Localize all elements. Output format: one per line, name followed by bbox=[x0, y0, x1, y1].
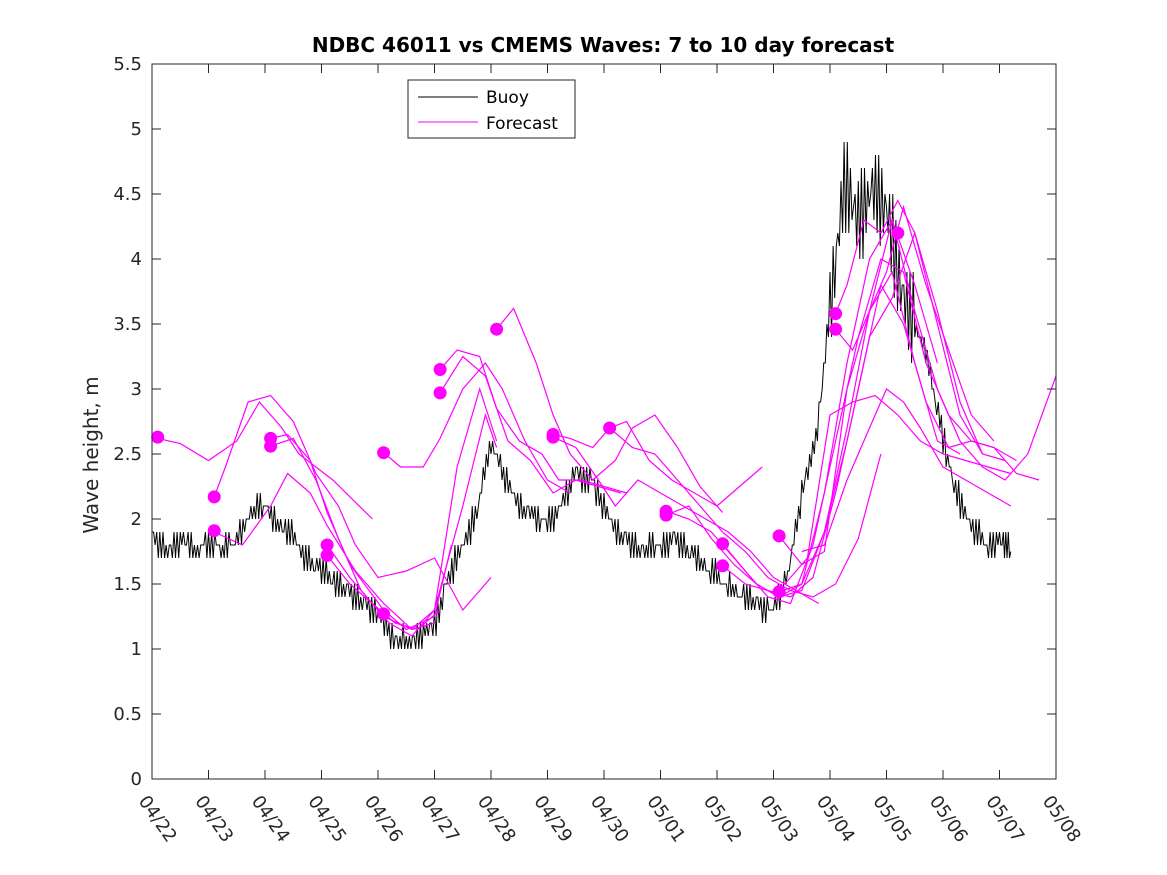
legend: Buoy Forecast bbox=[407, 79, 576, 139]
forecast-start-point bbox=[433, 386, 447, 400]
legend-box bbox=[407, 79, 576, 139]
forecast-run-line-23 bbox=[801, 388, 1012, 553]
forecast-start-point bbox=[891, 226, 905, 240]
forecast-start-point bbox=[829, 307, 843, 321]
forecast-start-point bbox=[320, 538, 334, 552]
y-tick-label: 0.5 bbox=[113, 704, 142, 725]
forecast-run-line-16 bbox=[665, 218, 1057, 598]
y-tick-label: 3 bbox=[131, 379, 142, 400]
forecast-start-point bbox=[716, 537, 730, 551]
forecast-run-line-14 bbox=[609, 427, 882, 598]
forecast-start-point bbox=[433, 363, 447, 376]
forecast-start-point bbox=[377, 446, 391, 460]
y-tick-label: 5 bbox=[131, 119, 142, 140]
forecast-run-line-1 bbox=[157, 400, 373, 520]
forecast-start-point bbox=[603, 421, 617, 435]
chart-title: NDBC 46011 vs CMEMS Waves: 7 to 10 day f… bbox=[312, 33, 895, 57]
forecast-run-line-13 bbox=[552, 436, 819, 605]
forecast-run-line-6 bbox=[326, 386, 498, 637]
forecast-run-line-20 bbox=[778, 231, 984, 593]
forecast-run-line-2 bbox=[213, 394, 492, 612]
forecast-run-line-5 bbox=[270, 437, 435, 631]
forecast-start-point bbox=[207, 490, 221, 504]
forecast-start-point bbox=[151, 430, 165, 444]
forecast-run-line-9 bbox=[439, 349, 627, 494]
forecast-start-point bbox=[264, 439, 278, 453]
forecast-start-point bbox=[490, 322, 504, 336]
forecast-run-line-8 bbox=[383, 362, 571, 494]
forecast-start-point bbox=[377, 607, 391, 621]
forecast-start-point bbox=[829, 322, 843, 336]
forecast-start-point bbox=[320, 548, 334, 562]
y-axis-label: Wave height, m bbox=[79, 376, 103, 533]
forecast-run-line-3 bbox=[213, 412, 498, 631]
forecast-start-point bbox=[716, 559, 730, 573]
forecast-run-line-22 bbox=[835, 204, 995, 442]
forecast-start-point bbox=[772, 585, 786, 599]
y-tick-label: 4 bbox=[131, 249, 142, 270]
y-tick-label: 5.5 bbox=[113, 54, 142, 75]
forecast-start-point bbox=[207, 524, 221, 538]
forecast-run-line-11 bbox=[496, 307, 724, 513]
y-tick-label: 0 bbox=[131, 769, 142, 790]
y-tick-label: 4.5 bbox=[113, 184, 142, 205]
legend-forecast-label: Forecast bbox=[486, 114, 558, 134]
forecast-run-line-10 bbox=[439, 355, 622, 494]
forecast-start-point bbox=[659, 508, 673, 522]
plot-area bbox=[151, 141, 1057, 650]
forecast-start-point bbox=[546, 430, 560, 444]
legend-buoy-label: Buoy bbox=[486, 88, 529, 108]
forecast-run-line-12 bbox=[552, 420, 763, 507]
y-tick-label: 3.5 bbox=[113, 314, 142, 335]
y-tick-label: 2.5 bbox=[113, 444, 142, 465]
y-tick-label: 1.5 bbox=[113, 574, 142, 595]
y-tick-label: 1 bbox=[131, 639, 142, 660]
forecast-run-line-24 bbox=[784, 394, 1011, 585]
forecast-start-point bbox=[772, 529, 786, 543]
y-tick-label: 2 bbox=[131, 509, 142, 530]
